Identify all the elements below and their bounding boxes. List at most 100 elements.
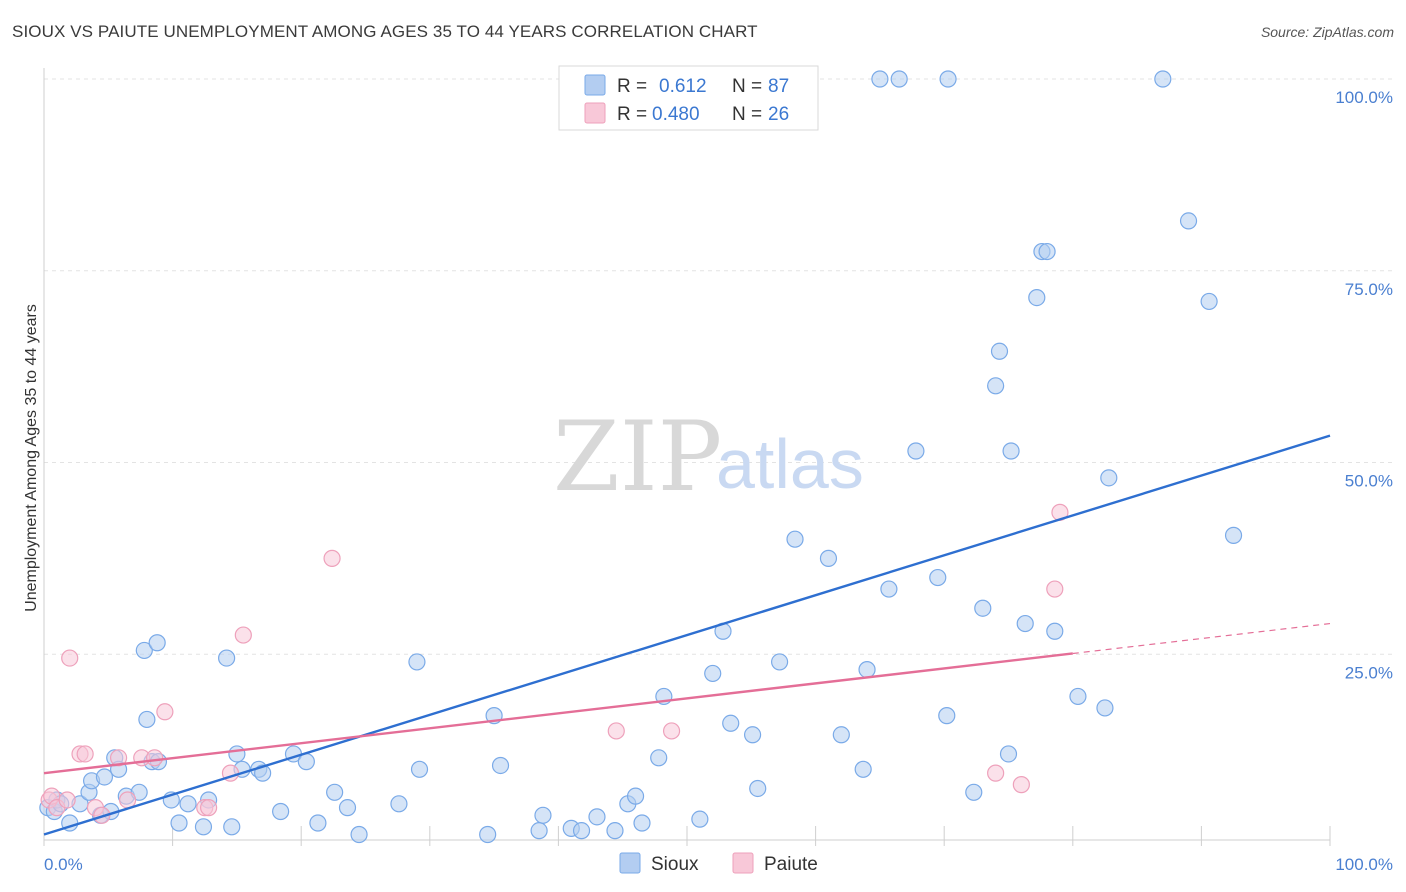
paiute-point-23 xyxy=(1046,580,1064,598)
sioux-point-67 xyxy=(880,580,898,598)
paiute-point-12 xyxy=(145,749,164,767)
bottom-legend-swatch-sioux xyxy=(619,852,641,874)
paiute-point-15 xyxy=(200,799,218,817)
sioux-point-31 xyxy=(272,802,290,821)
legend-box: R = 0.612 N = 87 R = 0.480 N = 26 xyxy=(558,65,819,131)
paiute-point-22 xyxy=(1012,776,1030,794)
bottom-legend-swatch-paiute xyxy=(732,852,754,874)
sioux-point-9 xyxy=(95,768,114,786)
sioux-point-90 xyxy=(890,70,908,88)
sioux-point-60 xyxy=(749,779,767,798)
sioux-point-73 xyxy=(987,377,1005,395)
paiute-point-17 xyxy=(234,626,252,644)
sioux-point-61 xyxy=(770,653,789,671)
sioux-point-18 xyxy=(148,634,166,652)
sioux-point-43 xyxy=(491,756,510,775)
sioux-point-68 xyxy=(907,442,925,460)
sioux-point-38 xyxy=(390,795,408,813)
sioux-point-64 xyxy=(832,726,850,744)
sioux-point-80 xyxy=(1038,242,1056,261)
sioux-point-83 xyxy=(1096,699,1114,717)
sioux-point-77 xyxy=(1016,614,1034,633)
sioux-point-63 xyxy=(819,549,838,567)
sioux-point-91 xyxy=(939,70,957,88)
sioux-point-52 xyxy=(633,814,651,832)
paiute-point-4 xyxy=(61,649,79,667)
sioux-point-37 xyxy=(350,825,368,844)
legend-sioux-r-label: R = xyxy=(617,76,647,97)
sioux-point-78 xyxy=(1028,288,1046,307)
sioux-point-62 xyxy=(786,530,804,548)
sioux-point-35 xyxy=(326,783,344,801)
sioux-point-82 xyxy=(1069,687,1087,706)
sioux-point-87 xyxy=(1224,526,1243,544)
x-axis-ticks xyxy=(43,826,1331,846)
sioux-point-59 xyxy=(743,726,762,744)
paiute-trend-extension xyxy=(1072,622,1331,655)
sioux-point-39 xyxy=(408,653,426,671)
sioux-point-84 xyxy=(1100,469,1118,487)
y-tick-label-25: 25.0% xyxy=(1345,663,1393,682)
paiute-point-3 xyxy=(58,791,76,809)
sioux-point-74 xyxy=(990,342,1009,360)
paiute-point-9 xyxy=(109,749,128,767)
paiute-point-19 xyxy=(607,722,625,740)
sioux-point-81 xyxy=(1046,622,1064,640)
legend-paiute-r-value: 0.480 xyxy=(652,104,700,125)
sioux-point-75 xyxy=(999,745,1018,763)
paiute-point-6 xyxy=(76,745,94,763)
sioux-point-65 xyxy=(854,760,872,778)
sioux-point-40 xyxy=(410,760,429,778)
sioux-point-76 xyxy=(1002,442,1020,460)
paiute-point-18 xyxy=(323,549,341,567)
sioux-point-41 xyxy=(479,825,497,844)
y-tick-label-50: 50.0% xyxy=(1345,472,1393,491)
sioux-point-72 xyxy=(974,599,992,617)
sioux-point-45 xyxy=(534,806,552,824)
sioux-point-36 xyxy=(338,799,357,817)
sioux-point-53 xyxy=(650,749,668,767)
paiute-points xyxy=(40,503,1069,824)
sioux-point-58 xyxy=(722,714,740,732)
sioux-point-34 xyxy=(309,814,327,832)
sioux-point-25 xyxy=(218,649,236,667)
sioux-point-66 xyxy=(858,660,876,679)
legend-paiute-r-label: R = xyxy=(617,104,647,125)
sioux-point-70 xyxy=(938,707,956,725)
chart-title: SIOUX VS PAIUTE UNEMPLOYMENT AMONG AGES … xyxy=(12,22,758,41)
sioux-point-56 xyxy=(704,664,722,683)
y-tick-label-75: 75.0% xyxy=(1345,280,1393,299)
paiute-point-13 xyxy=(156,703,174,721)
x-tick-label-max: 100.0% xyxy=(1335,855,1393,874)
legend-sioux-n-label: N = xyxy=(732,76,762,97)
sioux-point-51 xyxy=(626,787,645,805)
sioux-point-15 xyxy=(135,641,153,660)
watermark-atlas: atlas xyxy=(716,425,864,503)
legend-paiute-n-value: 26 xyxy=(768,104,789,125)
y-axis-label: Unemployment Among Ages 35 to 44 years xyxy=(23,304,40,612)
sioux-point-27 xyxy=(228,745,246,763)
sioux-point-16 xyxy=(138,710,156,729)
legend-sioux-r-value: 0.612 xyxy=(659,76,707,97)
sioux-point-69 xyxy=(929,568,947,587)
watermark-zip: ZIP xyxy=(553,401,722,513)
sioux-point-22 xyxy=(179,795,197,813)
legend-paiute-n-label: N = xyxy=(732,104,762,125)
trend-lines xyxy=(43,434,1331,836)
paiute-point-21 xyxy=(987,764,1005,782)
sioux-point-92 xyxy=(1154,70,1172,88)
sioux-point-85 xyxy=(1179,212,1198,230)
legend-swatch-paiute xyxy=(584,102,606,124)
sioux-point-55 xyxy=(691,810,709,828)
sioux-point-44 xyxy=(530,822,548,840)
sioux-points xyxy=(39,70,1243,844)
sioux-point-89 xyxy=(871,70,889,88)
sioux-point-49 xyxy=(606,822,624,840)
sioux-trend-line xyxy=(43,434,1331,836)
watermark: ZIP atlas xyxy=(553,401,864,513)
sioux-point-21 xyxy=(170,814,188,832)
sioux-point-26 xyxy=(223,818,241,836)
y-tick-labels: 25.0% 50.0% 75.0% 100.0% xyxy=(1335,88,1393,682)
y-tick-label-100: 100.0% xyxy=(1335,88,1393,107)
